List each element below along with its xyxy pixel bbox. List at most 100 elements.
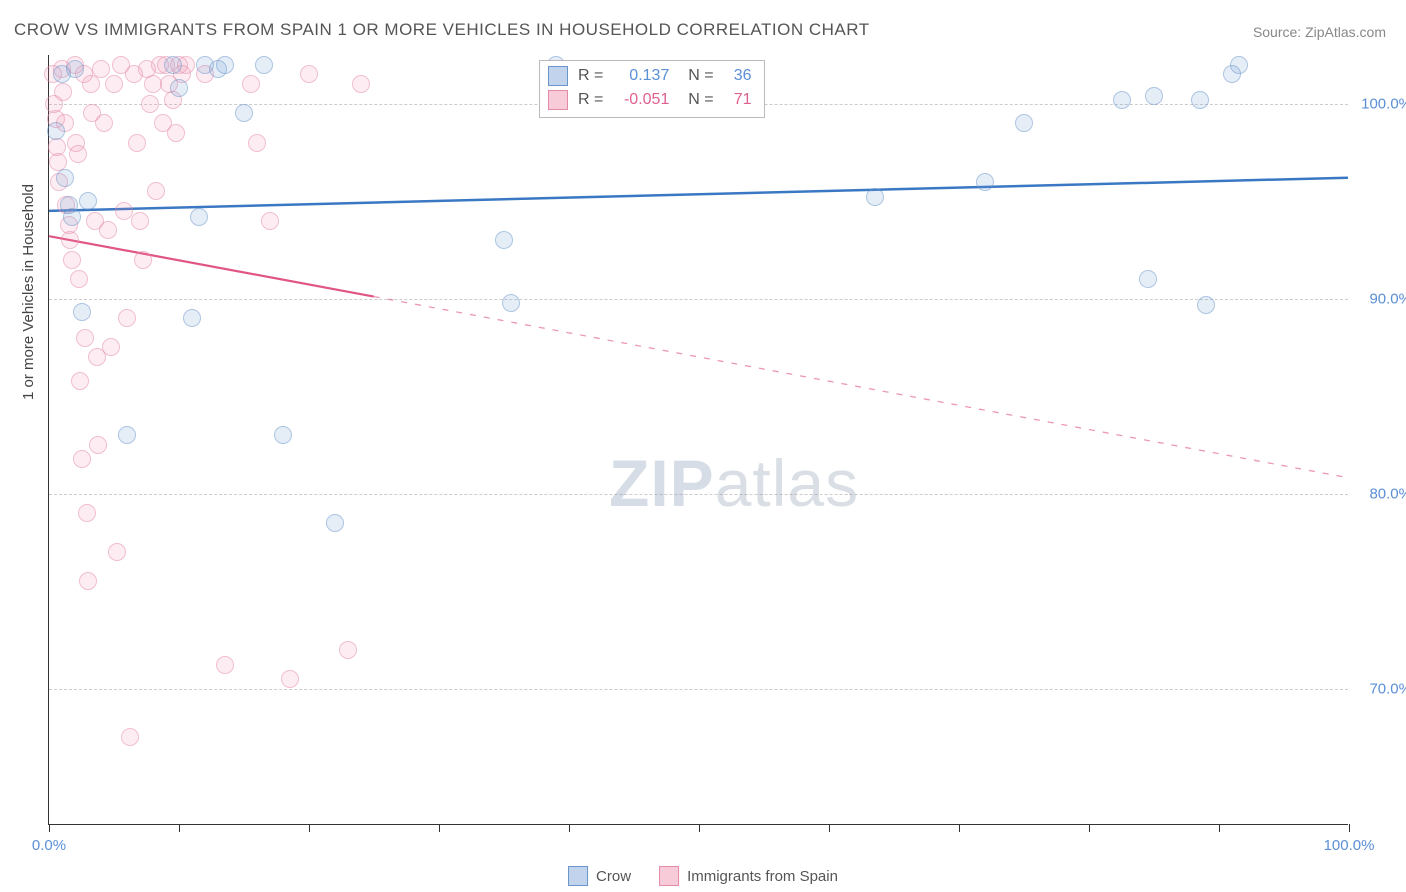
x-tick [309,824,310,832]
scatter-point-crow [47,122,65,140]
scatter-point-spain [339,641,357,659]
scatter-point-crow [1139,270,1157,288]
scatter-point-crow [502,294,520,312]
scatter-point-crow [235,104,253,122]
scatter-point-crow [79,192,97,210]
chart-title: CROW VS IMMIGRANTS FROM SPAIN 1 OR MORE … [14,20,870,40]
scatter-point-spain [92,60,110,78]
scatter-point-spain [79,572,97,590]
scatter-point-crow [255,56,273,74]
spain-r-value: -0.051 [613,88,669,112]
scatter-point-spain [108,543,126,561]
scatter-point-spain [105,75,123,93]
swatch-blue-icon [568,866,588,886]
stat-n-label: N = [679,64,713,88]
scatter-point-crow [326,514,344,532]
x-tick [569,824,570,832]
swatch-blue-icon [548,66,568,86]
legend: Crow Immigrants from Spain [568,866,838,886]
scatter-point-crow [73,303,91,321]
scatter-point-spain [69,145,87,163]
scatter-point-spain [82,75,100,93]
gridline [49,299,1348,300]
x-tick [439,824,440,832]
stat-r-label: R = [578,64,603,88]
crow-n-value: 36 [724,64,752,88]
scatter-point-crow [1223,65,1241,83]
stats-box: R = 0.137 N = 36 R = -0.051 N = 71 [539,60,765,118]
scatter-point-crow [1145,87,1163,105]
x-tick [699,824,700,832]
scatter-point-spain [167,124,185,142]
scatter-point-spain [95,114,113,132]
scatter-point-spain [71,372,89,390]
scatter-point-spain [128,134,146,152]
scatter-point-crow [216,56,234,74]
x-tick [829,824,830,832]
y-tick-label: 90.0% [1369,290,1406,307]
stats-row-crow: R = 0.137 N = 36 [548,64,752,88]
scatter-point-crow [976,173,994,191]
scatter-point-spain [102,338,120,356]
scatter-point-spain [216,656,234,674]
gridline [49,494,1348,495]
swatch-pink-icon [659,866,679,886]
scatter-point-spain [78,504,96,522]
crow-r-value: 0.137 [613,64,669,88]
scatter-point-crow [118,426,136,444]
scatter-point-spain [121,728,139,746]
scatter-point-spain [242,75,260,93]
scatter-point-spain [141,95,159,113]
y-tick-label: 70.0% [1369,680,1406,697]
stats-row-spain: R = -0.051 N = 71 [548,88,752,112]
scatter-point-spain [147,182,165,200]
x-tick [49,824,50,832]
x-tick [959,824,960,832]
x-tick [1219,824,1220,832]
scatter-point-spain [99,221,117,239]
scatter-point-crow [66,60,84,78]
scatter-point-spain [118,309,136,327]
scatter-point-spain [54,83,72,101]
scatter-point-spain [70,270,88,288]
legend-crow-label: Crow [596,868,631,885]
stat-n-label-2: N = [679,88,713,112]
x-tick [1089,824,1090,832]
scatter-point-spain [63,251,81,269]
legend-spain: Immigrants from Spain [659,866,838,886]
scatter-point-crow [170,79,188,97]
x-tick-label: 100.0% [1324,837,1375,854]
x-tick [179,824,180,832]
watermark-zip: ZIP [609,446,715,520]
scatter-point-crow [1191,91,1209,109]
trendline-crow-solid [49,178,1348,211]
watermark: ZIPatlas [609,445,859,521]
x-tick-label: 0.0% [32,837,66,854]
scatter-point-crow [1197,296,1215,314]
y-tick-label: 100.0% [1361,95,1406,112]
scatter-point-spain [134,251,152,269]
scatter-point-spain [261,212,279,230]
scatter-point-spain [281,670,299,688]
x-tick [1349,824,1350,832]
gridline [49,689,1348,690]
y-tick-label: 80.0% [1369,485,1406,502]
scatter-point-spain [76,329,94,347]
scatter-point-spain [248,134,266,152]
scatter-point-crow [56,169,74,187]
scatter-point-crow [495,231,513,249]
scatter-point-crow [183,309,201,327]
scatter-point-crow [63,208,81,226]
legend-crow: Crow [568,866,631,886]
scatter-point-spain [352,75,370,93]
trendline-spain-dashed [374,297,1348,478]
scatter-point-crow [1015,114,1033,132]
source-credit: Source: ZipAtlas.com [1253,24,1386,40]
scatter-point-crow [164,56,182,74]
scatter-point-spain [131,212,149,230]
scatter-point-spain [61,231,79,249]
scatter-point-crow [1113,91,1131,109]
scatter-point-spain [73,450,91,468]
legend-spain-label: Immigrants from Spain [687,868,838,885]
trendline-spain-solid [49,236,374,296]
